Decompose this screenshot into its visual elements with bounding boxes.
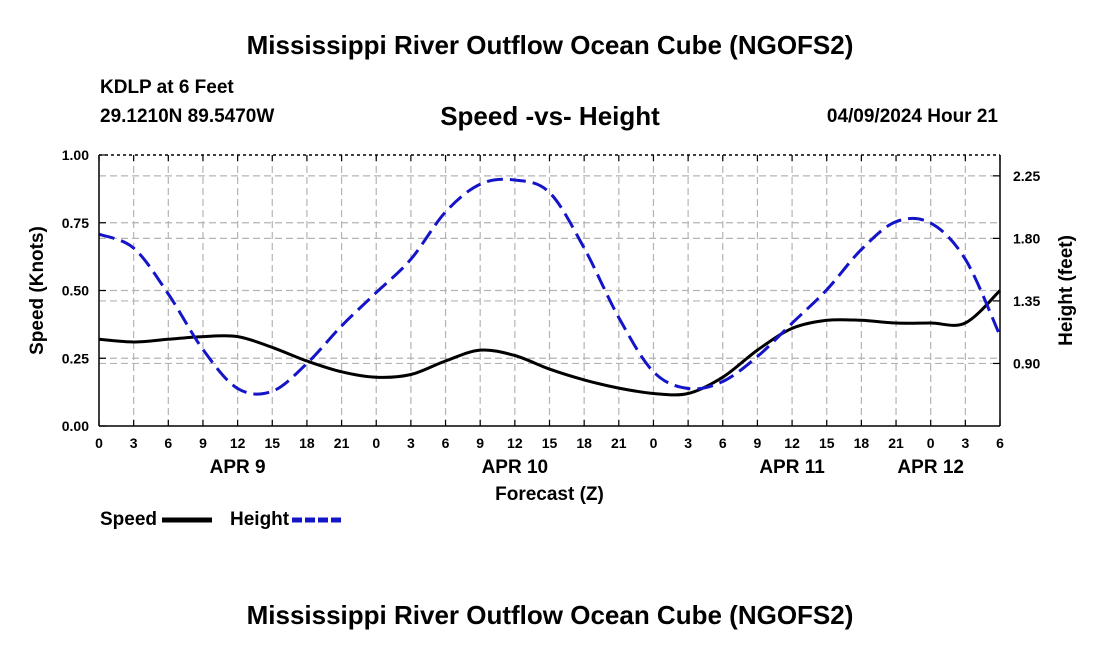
x-tick-label: 9 <box>754 435 762 451</box>
x-tick-label: 18 <box>299 435 315 451</box>
x-tick-label: 6 <box>442 435 450 451</box>
x-tick-label: 18 <box>576 435 592 451</box>
x-tick-label: 21 <box>888 435 904 451</box>
x-tick-label: 21 <box>334 435 350 451</box>
day-label: APR 9 <box>210 457 266 478</box>
series-line-height <box>98 177 1002 396</box>
x-tick-label: 3 <box>684 435 692 451</box>
x-tick-label: 3 <box>961 435 969 451</box>
chart-subtitle: Speed -vs- Height <box>440 101 660 131</box>
x-tick-label: 3 <box>130 435 138 451</box>
station-coordinates: 29.1210N 89.5470W <box>100 106 275 127</box>
x-axis-title: Forecast (Z) <box>495 484 604 505</box>
grid-lines <box>99 155 1000 426</box>
legend-label-height: Height <box>230 509 290 530</box>
legend-label-speed: Speed <box>100 509 157 530</box>
x-tick-label: 6 <box>719 435 727 451</box>
right-tick-label: 0.90 <box>1013 355 1040 371</box>
x-tick-label: 15 <box>819 435 835 451</box>
x-tick-label: 12 <box>230 435 246 451</box>
x-tick-label: 12 <box>784 435 800 451</box>
left-axis-title: Speed (Knots) <box>27 226 48 355</box>
x-tick-label: 6 <box>164 435 172 451</box>
left-tick-label: 0.50 <box>62 283 89 299</box>
x-tick-label: 21 <box>611 435 627 451</box>
x-tick-label: 12 <box>507 435 523 451</box>
axes <box>98 154 1001 427</box>
right-axis-title: Height (feet) <box>1056 235 1077 346</box>
left-tick-label: 1.00 <box>62 147 89 163</box>
right-tick-label: 1.80 <box>1013 230 1040 246</box>
repeat-chart-title: Mississippi River Outflow Ocean Cube (NG… <box>246 600 854 630</box>
right-tick-label: 1.35 <box>1013 293 1040 309</box>
right-tick-label: 2.25 <box>1013 168 1040 184</box>
x-tick-label: 9 <box>476 435 484 451</box>
station-label: KDLP at 6 Feet <box>100 77 234 98</box>
x-tick-label: 18 <box>854 435 870 451</box>
x-tick-label: 0 <box>650 435 658 451</box>
legend: Speed Height <box>100 509 342 530</box>
series-line-speed <box>98 289 1002 397</box>
left-tick-label: 0.75 <box>62 215 89 231</box>
x-tick-label: 0 <box>372 435 380 451</box>
x-tick-label: 15 <box>264 435 280 451</box>
x-tick-label: 15 <box>542 435 558 451</box>
left-tick-label: 0.25 <box>62 350 89 366</box>
x-tick-label: 3 <box>407 435 415 451</box>
forecast-datetime: 04/09/2024 Hour 21 <box>826 106 998 127</box>
chart-title: Mississippi River Outflow Ocean Cube (NG… <box>246 30 854 60</box>
x-tick-label: 0 <box>927 435 935 451</box>
x-tick-label: 9 <box>199 435 207 451</box>
day-label: APR 12 <box>897 457 964 478</box>
day-label: APR 10 <box>482 457 549 478</box>
x-tick-label: 6 <box>996 435 1004 451</box>
day-label: APR 11 <box>759 457 825 478</box>
axis-labels: 0 3 6 9 12 15 18 21 0 3 6 9 12 15 18 21 0 3 6 9 12 15 18 21 0 3 6 A… <box>27 147 1077 505</box>
series-layer <box>98 177 1002 397</box>
left-tick-label: 0.00 <box>62 418 89 434</box>
x-tick-label: 0 <box>95 435 103 451</box>
